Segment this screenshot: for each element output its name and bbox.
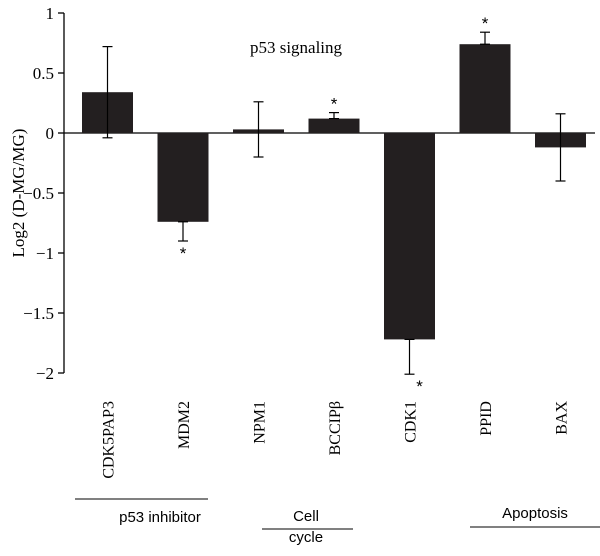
bar-cdk1 bbox=[384, 133, 435, 340]
y-tick-label: −1 bbox=[36, 244, 54, 263]
bar-bccipβ bbox=[308, 118, 360, 133]
group-label: Apoptosis bbox=[502, 505, 568, 522]
group-label: Cell bbox=[293, 508, 319, 525]
group-label: p53 inhibitor bbox=[119, 509, 201, 526]
group-brackets-layer: p53 inhibitor Cell cycle Apoptosis bbox=[75, 498, 600, 546]
y-tick-label: −2 bbox=[36, 364, 54, 383]
category-label: NPM1 bbox=[252, 401, 269, 444]
significance-marker: * bbox=[482, 14, 489, 33]
error-bars-layer bbox=[102, 31, 566, 375]
bars-layer bbox=[82, 44, 586, 340]
group-label: cycle bbox=[289, 529, 323, 546]
bar-ppid bbox=[459, 44, 511, 134]
y-tick-label: 0 bbox=[46, 124, 55, 143]
y-tick-label: 0.5 bbox=[33, 64, 54, 83]
y-tick-label: −1.5 bbox=[23, 304, 54, 323]
chart-title: p53 signaling bbox=[250, 38, 343, 57]
significance-marker: * bbox=[331, 95, 338, 114]
y-tick-label: −0.5 bbox=[23, 184, 54, 203]
y-axis: 1 0.5 0 −0.5 −1 −1.5 −2 bbox=[23, 4, 595, 383]
y-tick-label: 1 bbox=[46, 4, 55, 23]
y-axis-label: Log2 (D-MG/MG) bbox=[9, 129, 28, 258]
significance-markers-layer: * * * * bbox=[180, 14, 489, 396]
significance-marker: * bbox=[416, 377, 423, 396]
category-label: BAX bbox=[554, 401, 571, 435]
significance-marker: * bbox=[180, 244, 187, 263]
category-label: BCCIPβ bbox=[327, 401, 344, 455]
category-label: CDK5PAP3 bbox=[101, 401, 118, 479]
category-labels-layer: CDK5PAP3 MDM2 NPM1 BCCIPβ CDK1 PPID BAX bbox=[101, 401, 571, 479]
category-label: MDM2 bbox=[176, 401, 193, 449]
bar-mdm2 bbox=[157, 133, 209, 222]
category-label: PPID bbox=[478, 401, 495, 436]
category-label: CDK1 bbox=[403, 401, 420, 443]
